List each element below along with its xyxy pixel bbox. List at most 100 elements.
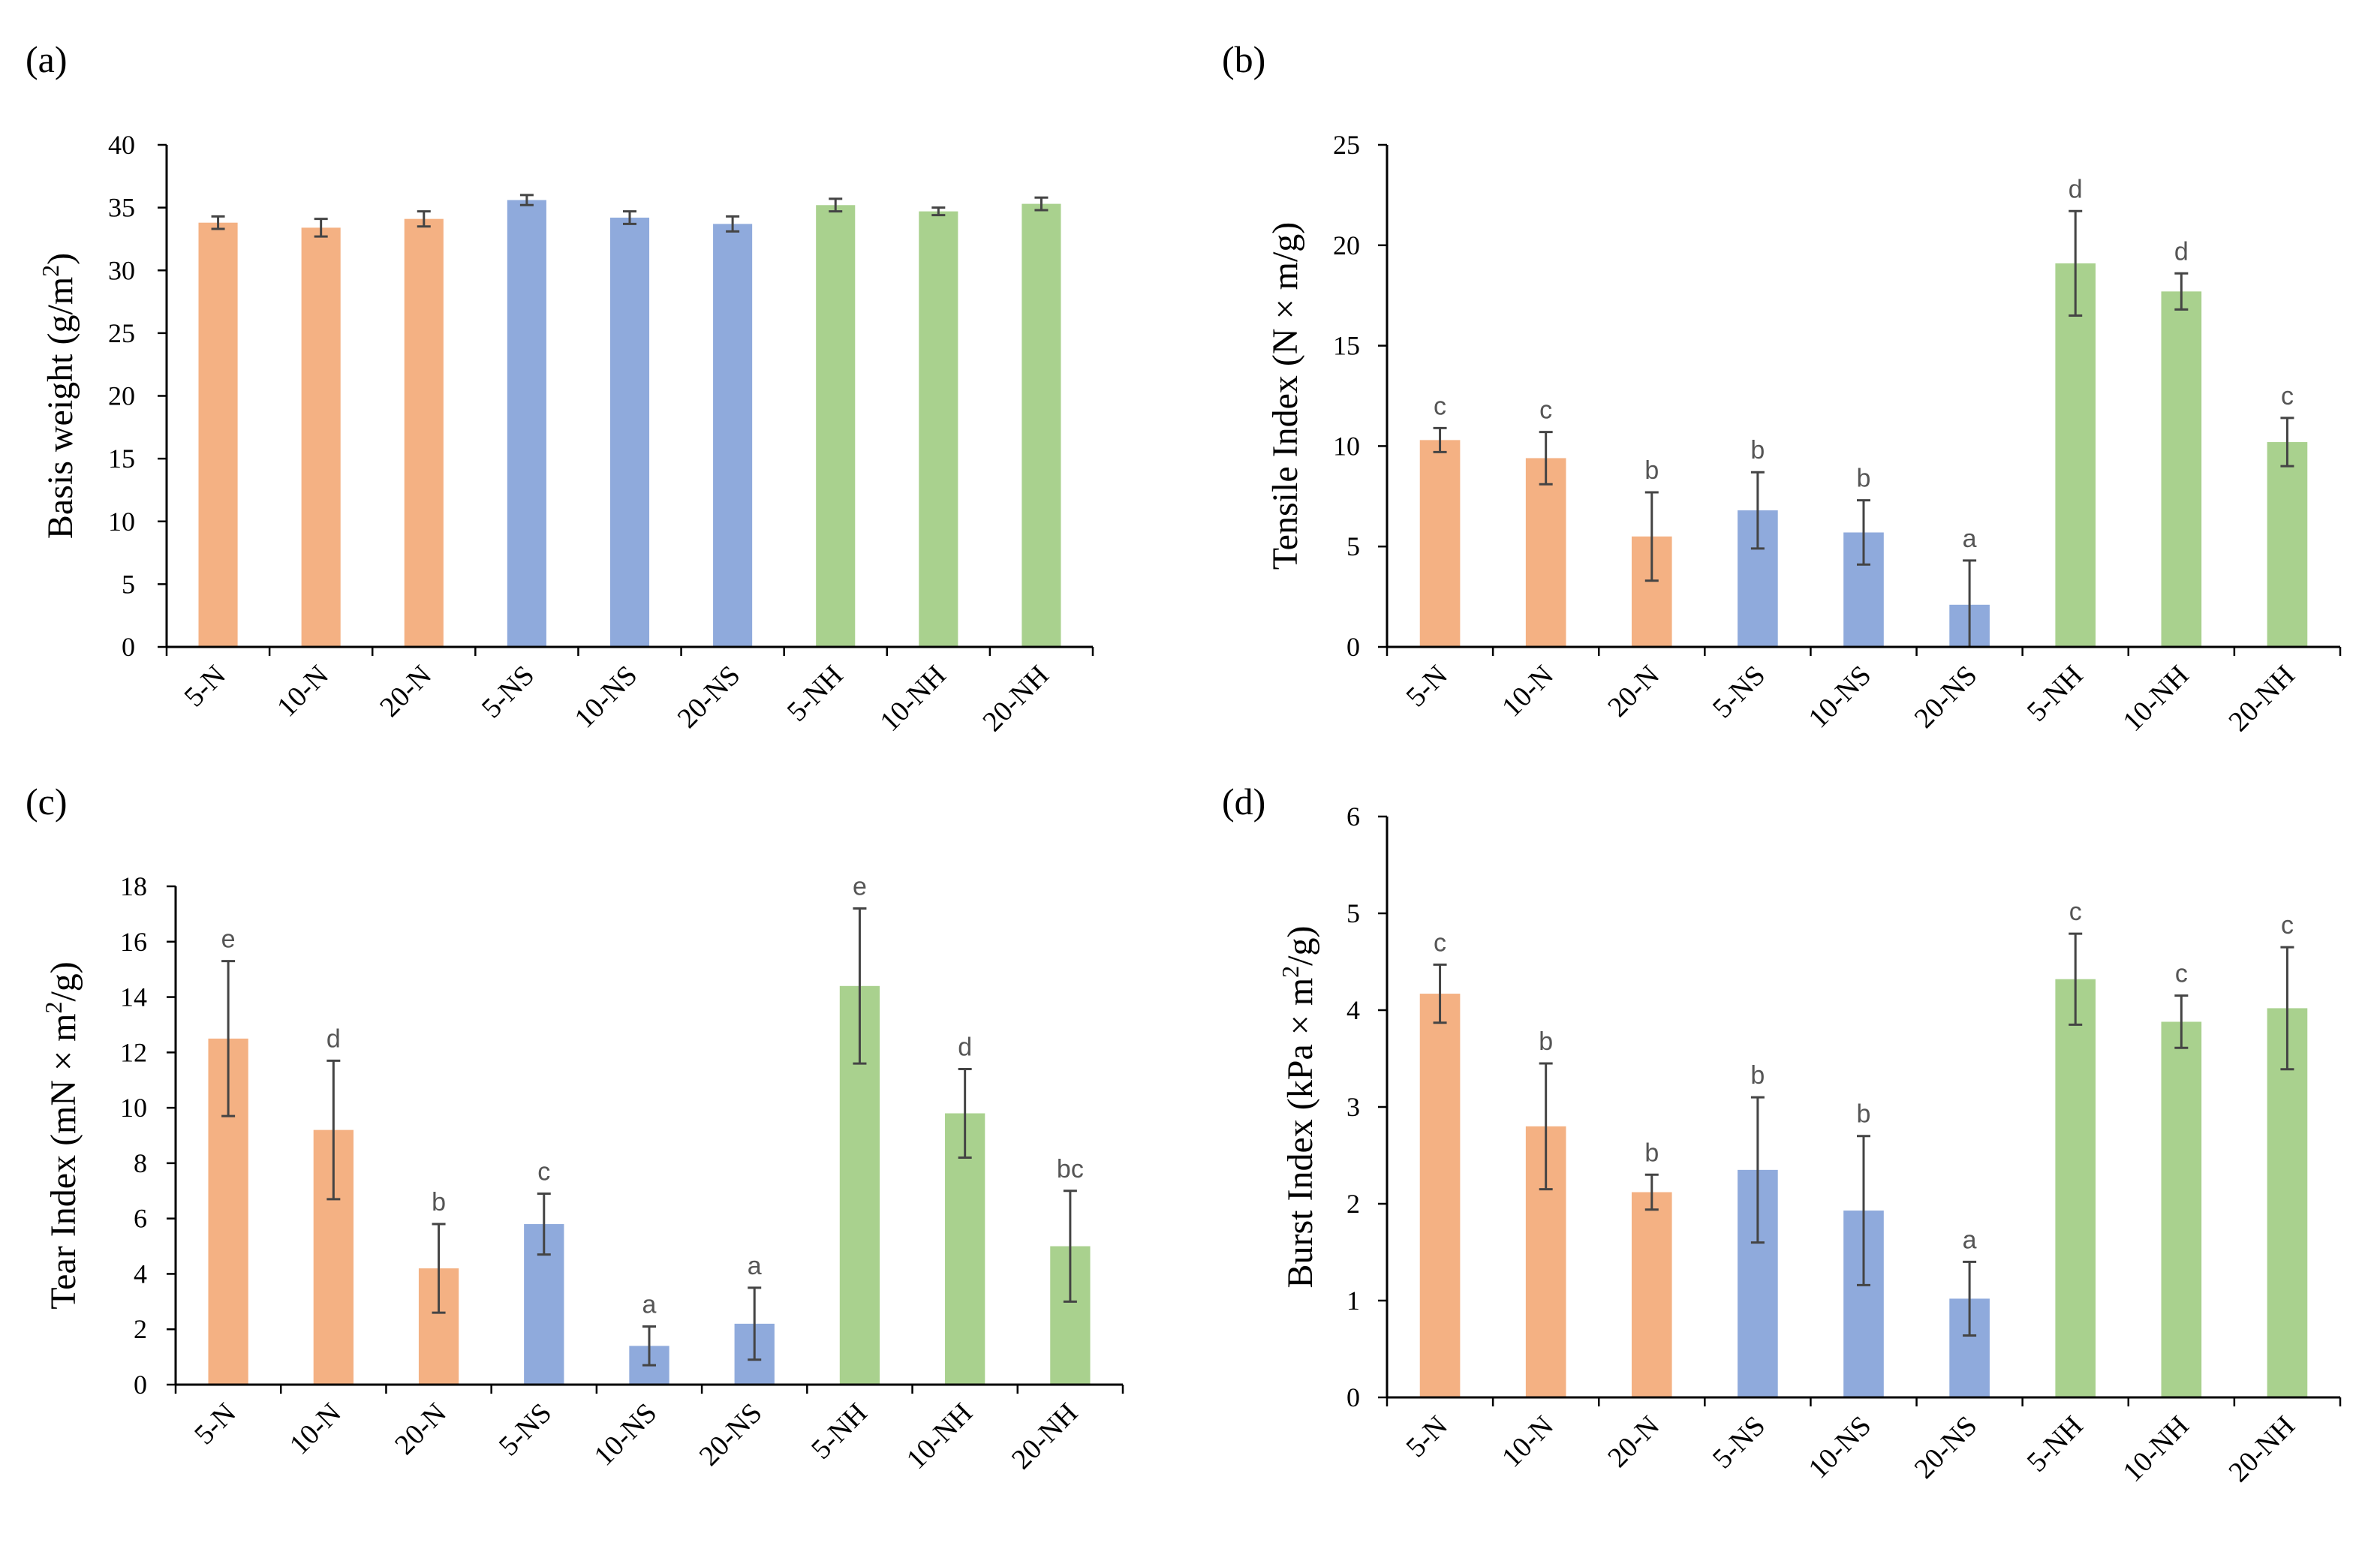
panel-label: (c) — [26, 781, 68, 823]
x-tick-label: 5-N — [188, 1397, 242, 1451]
bar-20-NS — [713, 224, 753, 647]
significance-letter: b — [1539, 1027, 1553, 1056]
x-tick-label: 20-NH — [976, 660, 1055, 738]
bar-5-N — [1419, 440, 1461, 647]
x-tick-label: 10-NH — [2117, 1410, 2195, 1488]
significance-letter: a — [1963, 1226, 1977, 1254]
error-bar-5-NH — [2069, 932, 2083, 1026]
y-tick-label: 5 — [122, 569, 135, 599]
x-tick-label: 20-N — [374, 660, 438, 723]
panel-label: (b) — [1222, 38, 1265, 80]
significance-letter: c — [1434, 928, 1446, 957]
y-tick-label: 3 — [1346, 1092, 1360, 1122]
significance-letter: d — [2174, 237, 2189, 266]
x-tick-label: 10-NS — [1802, 1410, 1877, 1485]
x-tick-label: 20-NH — [1006, 1397, 1084, 1475]
error-bar-10-N — [1539, 431, 1553, 486]
bar-10-NH — [919, 211, 958, 648]
significance-letter: e — [221, 925, 236, 954]
y-tick-label: 6 — [1346, 802, 1360, 832]
significance-letter: c — [2281, 382, 2294, 411]
bar-20-NH — [1022, 203, 1061, 647]
error-bar-10-N — [314, 218, 328, 238]
significance-letter: c — [2069, 898, 2082, 926]
significance-letter: b — [1857, 1100, 1871, 1129]
error-bar-20-NS — [1963, 1260, 1977, 1337]
y-tick-label: 0 — [122, 632, 135, 662]
error-bar-10-NS — [623, 210, 636, 225]
y-tick-label: 4 — [1346, 995, 1360, 1025]
error-bar-10-NH — [931, 206, 946, 217]
x-tick-label: 20-NH — [2222, 1410, 2300, 1488]
x-tick-label: 20-NS — [694, 1397, 769, 1472]
y-tick-label: 15 — [1333, 331, 1360, 361]
error-bar-5-N — [1433, 426, 1447, 453]
x-tick-label: 5-NH — [2021, 1410, 2090, 1478]
y-tick-label: 18 — [120, 871, 147, 901]
x-tick-label: 10-N — [284, 1397, 348, 1461]
x-tick-label: 20-NS — [672, 660, 747, 735]
x-tick-label: 5-NS — [1707, 660, 1771, 724]
significance-letter: b — [1644, 456, 1659, 485]
y-axis-title-text: Tear Index (mN × m — [44, 1014, 83, 1310]
y-axis-title-suffix: /g) — [44, 961, 83, 1001]
y-tick-label: 0 — [134, 1370, 147, 1400]
error-bar-20-NH — [2280, 417, 2294, 468]
x-tick-label: 10-NH — [901, 1397, 979, 1475]
y-tick-label: 0 — [1346, 632, 1360, 662]
error-bar-5-NS — [1750, 1096, 1765, 1244]
x-tick-label: 10-NS — [1802, 660, 1877, 735]
bar-5-NH — [2055, 263, 2096, 647]
error-bar-20-NH — [2280, 946, 2294, 1071]
x-tick-label: 5-NS — [1707, 1410, 1771, 1475]
significance-letter: a — [1963, 525, 1977, 553]
x-tick-label: 20-NS — [1909, 660, 1984, 735]
y-tick-label: 40 — [108, 130, 135, 160]
significance-letter: c — [1434, 392, 1446, 420]
error-bar-20-NS — [726, 215, 740, 233]
x-tick-label: 5-N — [1400, 660, 1453, 713]
x-tick-label: 20-N — [389, 1397, 453, 1461]
x-tick-label: 10-NH — [2117, 660, 2195, 738]
x-tick-label: 5-N — [1400, 1410, 1453, 1463]
x-tick-label: 20-NH — [2222, 660, 2300, 738]
chart-panel-1: (a) Basis weight (g/m2) 5-N 10-N 20-N 5-NS 10-… — [26, 38, 1094, 738]
error-bar-5-NS — [519, 194, 534, 206]
y-axis-title-suffix: ) — [41, 253, 80, 265]
x-tick-label: 10-N — [1496, 660, 1560, 723]
y-tick-label: 2 — [134, 1314, 147, 1344]
y-tick-label: 2 — [1346, 1189, 1360, 1219]
y-tick-label: 4 — [134, 1259, 147, 1289]
x-tick-label: 5-N — [178, 660, 231, 713]
panel-label: (d) — [1222, 781, 1265, 823]
y-tick-label: 35 — [108, 193, 135, 223]
significance-letter: a — [642, 1291, 657, 1319]
error-bar-5-N — [211, 215, 225, 230]
chart-panel-3: (c)Tear Index (mN × m2/g)e5-Nd10-Nb20-Nc… — [26, 781, 1124, 1475]
y-axis-title: Basis weight (g/m2) — [37, 253, 80, 539]
y-axis-title-text: Basis weight (g/m — [41, 277, 80, 539]
bar-10-NS — [609, 218, 650, 647]
x-tick-label: 10-NH — [874, 660, 952, 738]
error-bar-20-NS — [748, 1286, 762, 1361]
error-bar-5-NH — [2069, 209, 2083, 317]
x-tick-label: 10-N — [271, 660, 335, 723]
significance-letter: e — [853, 873, 867, 901]
significance-letter: c — [2281, 911, 2294, 940]
x-tick-label: 20-N — [1602, 660, 1665, 723]
error-bar-20-N — [432, 1223, 446, 1314]
error-bar-10-N — [326, 1059, 341, 1201]
y-axis-title-superscript: 2 — [40, 1002, 67, 1014]
error-bar-5-N — [1433, 963, 1447, 1024]
y-tick-label: 14 — [120, 982, 147, 1012]
error-bar-10-NS — [1857, 1135, 1870, 1286]
x-tick-label: 5-NH — [781, 660, 850, 728]
error-bar-20-NH — [1034, 196, 1049, 212]
y-tick-label: 6 — [134, 1204, 147, 1234]
x-tick-label: 5-NH — [2021, 660, 2090, 728]
y-tick-label: 20 — [108, 381, 135, 411]
error-bar-5-NH — [853, 907, 867, 1065]
error-bar-20-N — [417, 210, 431, 228]
y-tick-label: 15 — [108, 444, 135, 474]
y-axis-title: Tear Index (mN × m2/g) — [40, 961, 83, 1310]
